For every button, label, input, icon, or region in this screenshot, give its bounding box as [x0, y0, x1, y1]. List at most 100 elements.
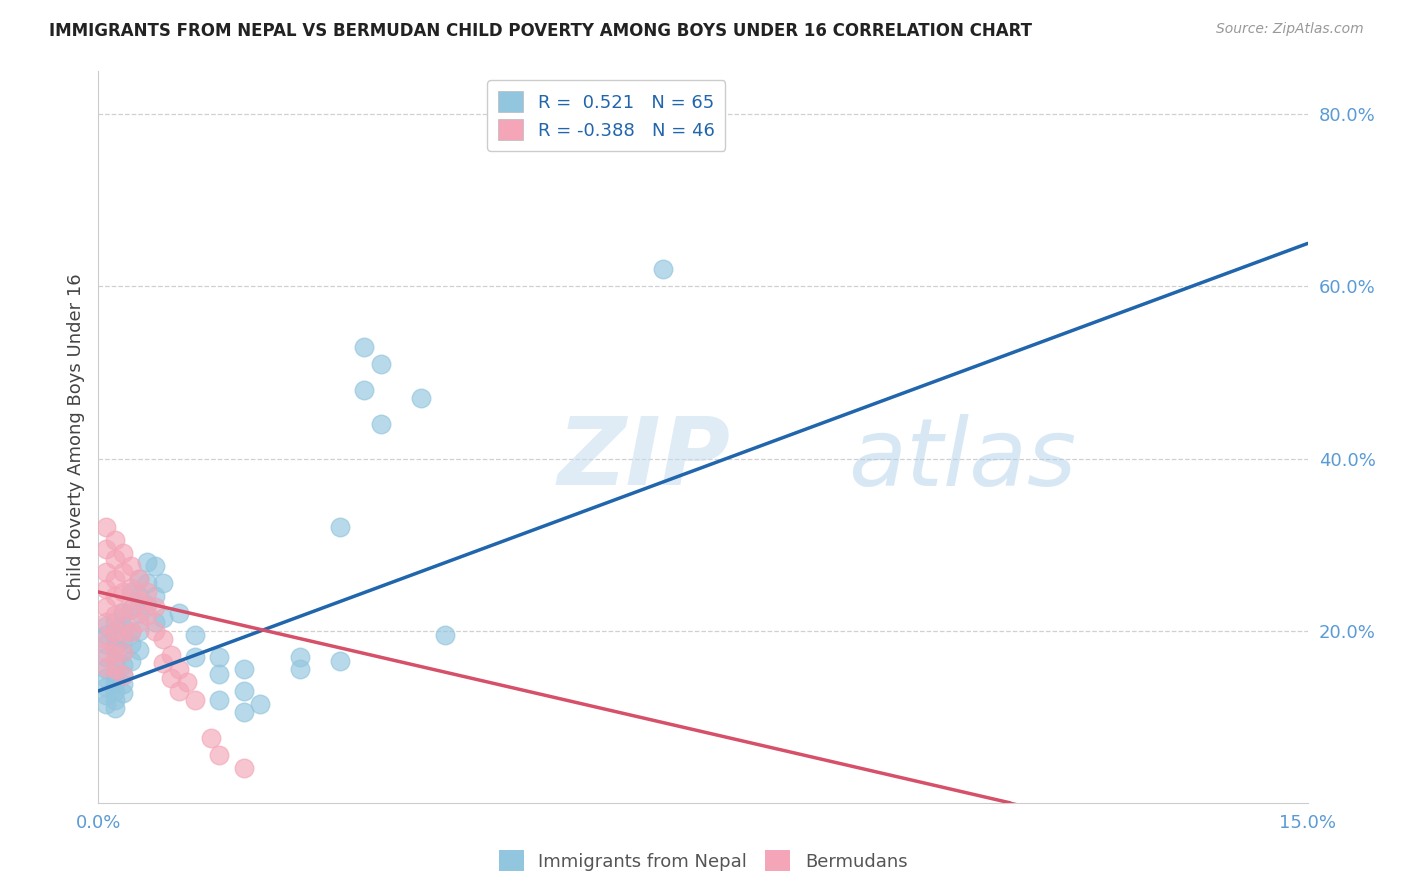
Point — [96, 628, 118, 642]
Point — [434, 628, 457, 642]
Point — [120, 637, 142, 651]
Point — [96, 615, 118, 629]
Point — [111, 645, 134, 659]
Point — [120, 585, 142, 599]
Point — [111, 619, 134, 633]
Point — [103, 684, 125, 698]
Point — [96, 680, 118, 694]
Point — [96, 671, 118, 685]
Point — [128, 642, 150, 657]
Legend: Immigrants from Nepal, Bermudans: Immigrants from Nepal, Bermudans — [491, 843, 915, 879]
Y-axis label: Child Poverty Among Boys Under 16: Child Poverty Among Boys Under 16 — [66, 274, 84, 600]
Point — [120, 559, 142, 574]
Point — [96, 660, 118, 674]
Point — [96, 645, 118, 659]
Point — [160, 648, 183, 662]
Point — [370, 357, 392, 371]
Point — [176, 675, 198, 690]
Point — [111, 546, 134, 560]
Point — [120, 625, 142, 640]
Point — [103, 662, 125, 676]
Point — [135, 585, 157, 599]
Point — [135, 576, 157, 591]
Point — [103, 533, 125, 548]
Point — [128, 572, 150, 586]
Point — [120, 654, 142, 668]
Point — [120, 624, 142, 638]
Text: ZIP: ZIP — [558, 413, 731, 505]
Point — [103, 701, 125, 715]
Point — [96, 632, 118, 647]
Point — [103, 675, 125, 690]
Point — [184, 628, 207, 642]
Point — [208, 649, 231, 664]
Point — [103, 666, 125, 681]
Point — [96, 662, 118, 676]
Point — [288, 662, 311, 676]
Point — [96, 619, 118, 633]
Point — [167, 607, 190, 621]
Text: atlas: atlas — [848, 414, 1077, 505]
Point — [120, 602, 142, 616]
Point — [103, 625, 125, 640]
Point — [96, 637, 118, 651]
Point — [128, 607, 150, 621]
Point — [143, 589, 166, 603]
Point — [120, 602, 142, 616]
Point — [111, 658, 134, 673]
Point — [120, 581, 142, 595]
Point — [353, 340, 375, 354]
Point — [103, 628, 125, 642]
Point — [128, 572, 150, 586]
Point — [96, 599, 118, 614]
Point — [160, 671, 183, 685]
Point — [143, 599, 166, 614]
Point — [96, 582, 118, 597]
Point — [103, 645, 125, 659]
Point — [103, 608, 125, 623]
Point — [111, 632, 134, 647]
Point — [208, 666, 231, 681]
Point — [96, 520, 118, 534]
Point — [103, 654, 125, 668]
Point — [200, 731, 222, 746]
Point — [111, 605, 134, 619]
Point — [409, 392, 432, 406]
Point — [96, 649, 118, 664]
Point — [135, 555, 157, 569]
Point — [232, 662, 254, 676]
Point — [111, 677, 134, 691]
Point — [128, 615, 150, 629]
Point — [103, 589, 125, 603]
Point — [111, 607, 134, 621]
Point — [184, 692, 207, 706]
Point — [111, 625, 134, 640]
Point — [96, 697, 118, 711]
Point — [128, 624, 150, 638]
Point — [232, 761, 254, 775]
Legend: R =  0.521   N = 65, R = -0.388   N = 46: R = 0.521 N = 65, R = -0.388 N = 46 — [486, 80, 725, 151]
Point — [103, 640, 125, 655]
Point — [111, 668, 134, 682]
Point — [135, 598, 157, 612]
Point — [184, 649, 207, 664]
Point — [143, 624, 166, 638]
Point — [288, 649, 311, 664]
Point — [208, 692, 231, 706]
Point — [111, 645, 134, 659]
Point — [128, 593, 150, 607]
Point — [103, 615, 125, 629]
Point — [152, 576, 174, 591]
Point — [111, 565, 134, 579]
Point — [135, 608, 157, 623]
Point — [329, 520, 352, 534]
Point — [167, 662, 190, 676]
Point — [103, 552, 125, 566]
Point — [103, 692, 125, 706]
Text: IMMIGRANTS FROM NEPAL VS BERMUDAN CHILD POVERTY AMONG BOYS UNDER 16 CORRELATION : IMMIGRANTS FROM NEPAL VS BERMUDAN CHILD … — [49, 22, 1032, 40]
Point — [111, 668, 134, 682]
Point — [143, 615, 166, 629]
Point — [96, 565, 118, 579]
Point — [152, 611, 174, 625]
Point — [111, 686, 134, 700]
